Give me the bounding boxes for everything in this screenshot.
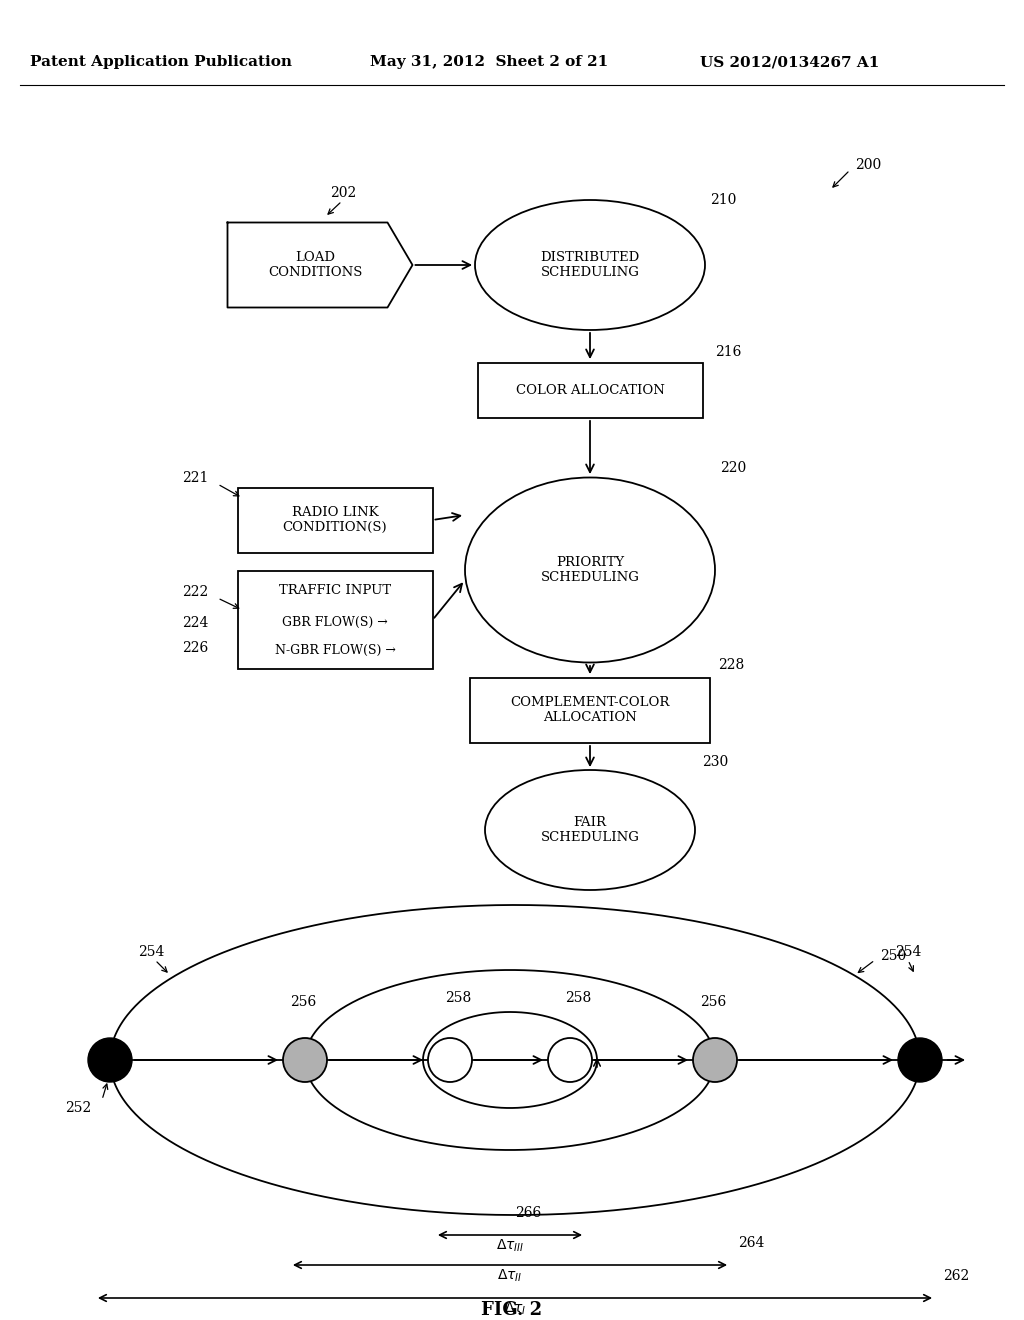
Text: FAIR
SCHEDULING: FAIR SCHEDULING	[541, 816, 639, 843]
FancyBboxPatch shape	[238, 572, 432, 669]
Text: COLOR ALLOCATION: COLOR ALLOCATION	[515, 384, 665, 396]
Text: 216: 216	[715, 345, 741, 359]
Text: 224: 224	[182, 616, 209, 630]
Text: 230: 230	[702, 755, 728, 770]
Text: 256: 256	[290, 995, 316, 1008]
Text: 250: 250	[880, 949, 906, 964]
FancyBboxPatch shape	[470, 677, 710, 742]
Text: TRAFFIC INPUT: TRAFFIC INPUT	[279, 583, 391, 597]
Text: 221: 221	[182, 471, 209, 484]
Text: 266: 266	[515, 1206, 542, 1220]
Text: PRIORITY
SCHEDULING: PRIORITY SCHEDULING	[541, 556, 639, 583]
Text: 202: 202	[330, 186, 356, 201]
Circle shape	[428, 1038, 472, 1082]
Text: 226: 226	[182, 642, 209, 655]
Ellipse shape	[485, 770, 695, 890]
Circle shape	[88, 1038, 132, 1082]
Text: May 31, 2012  Sheet 2 of 21: May 31, 2012 Sheet 2 of 21	[370, 55, 608, 69]
Circle shape	[693, 1038, 737, 1082]
Circle shape	[548, 1038, 592, 1082]
Ellipse shape	[465, 478, 715, 663]
Text: N-GBR FLOW(S) →: N-GBR FLOW(S) →	[274, 644, 395, 656]
FancyBboxPatch shape	[477, 363, 702, 417]
Text: 256: 256	[700, 995, 726, 1008]
Text: 258: 258	[565, 991, 591, 1005]
Text: 258: 258	[445, 991, 471, 1005]
Text: DISTRIBUTED
SCHEDULING: DISTRIBUTED SCHEDULING	[541, 251, 640, 279]
Text: $\Delta\tau_{III}$: $\Delta\tau_{III}$	[496, 1238, 524, 1254]
Text: 252: 252	[65, 1101, 91, 1115]
Text: Patent Application Publication: Patent Application Publication	[30, 55, 292, 69]
Text: RADIO LINK
CONDITION(S): RADIO LINK CONDITION(S)	[283, 506, 387, 535]
Polygon shape	[227, 223, 413, 308]
Text: $\Delta\tau_{I}$: $\Delta\tau_{I}$	[504, 1302, 526, 1317]
Text: LOAD
CONDITIONS: LOAD CONDITIONS	[268, 251, 362, 279]
Text: 254: 254	[895, 945, 922, 960]
Text: 254: 254	[138, 945, 165, 960]
Text: 262: 262	[943, 1269, 970, 1283]
Text: 264: 264	[738, 1236, 764, 1250]
Text: 210: 210	[710, 193, 736, 207]
Text: US 2012/0134267 A1: US 2012/0134267 A1	[700, 55, 880, 69]
Ellipse shape	[475, 201, 705, 330]
Text: $\Delta\tau_{II}$: $\Delta\tau_{II}$	[498, 1269, 522, 1284]
Text: 222: 222	[182, 585, 209, 599]
Text: COMPLEMENT-COLOR
ALLOCATION: COMPLEMENT-COLOR ALLOCATION	[510, 696, 670, 723]
Circle shape	[283, 1038, 327, 1082]
FancyBboxPatch shape	[238, 487, 432, 553]
Text: FIG. 2: FIG. 2	[481, 1302, 543, 1319]
Text: 200: 200	[855, 158, 882, 172]
Circle shape	[898, 1038, 942, 1082]
Text: 228: 228	[718, 657, 744, 672]
Text: GBR FLOW(S) →: GBR FLOW(S) →	[283, 615, 388, 628]
Text: 220: 220	[720, 461, 746, 475]
